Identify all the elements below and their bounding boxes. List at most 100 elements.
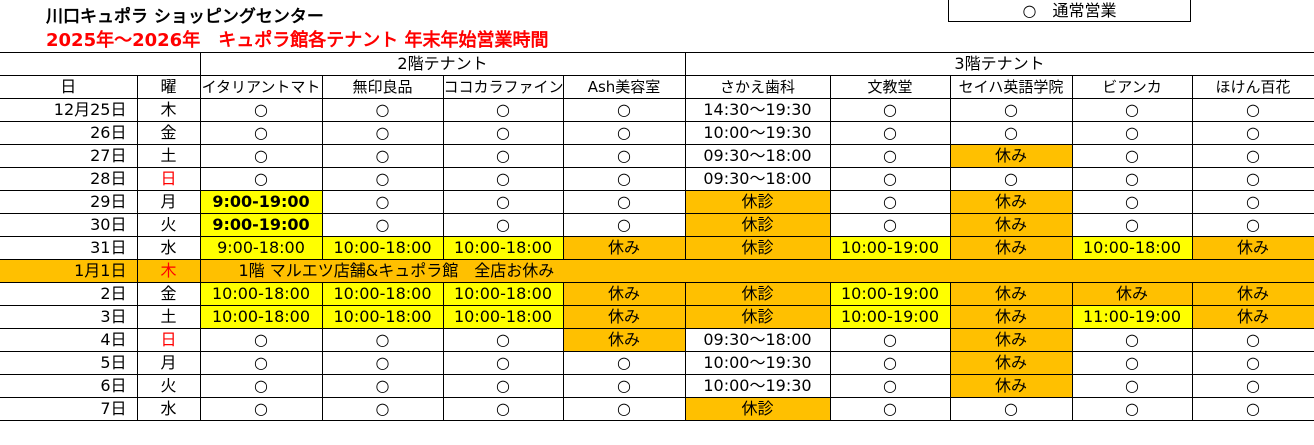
row: 12月25日木 ○ ○ ○ ○ 14:30～19:30 ○ ○ ○ ○ — [0, 98, 1314, 122]
hours-cell: ○ — [1191, 397, 1314, 421]
hours-cell: 休み — [949, 305, 1073, 329]
tenant-header: イタリアントマト — [199, 75, 323, 99]
hours-cell: 09:30～18:00 — [684, 144, 831, 168]
hours-cell: ○ — [321, 328, 444, 352]
hours-cell: ○ — [321, 167, 444, 191]
date: 5日 — [0, 351, 138, 375]
weekday: 土 — [136, 305, 201, 329]
hours-cell: ○ — [442, 397, 564, 421]
header-blank — [0, 52, 201, 76]
hours-cell: ○ — [442, 98, 564, 122]
row: 5日月 ○ ○ ○ ○ 10:00～19:30 ○ 休み ○ ○ — [0, 351, 1314, 375]
hours-cell: ○ — [829, 98, 951, 122]
hours-cell: 休み — [562, 305, 686, 329]
hours-cell: ○ — [1191, 144, 1314, 168]
hours-cell: ○ — [321, 397, 444, 421]
hours-cell: ○ — [1071, 144, 1193, 168]
hours-cell: 休診 — [684, 213, 831, 237]
hours-cell: 休み — [562, 328, 686, 352]
hours-cell: 10:00-18:00 — [199, 282, 323, 306]
date: 1月1日 — [0, 259, 138, 283]
row: 27日土 ○ ○ ○ ○ 09:30～18:00 ○ 休み ○ ○ — [0, 144, 1314, 168]
row: 1月1日木 1階 マルエツ店舗&キュポラ館 全店お休み — [0, 259, 1314, 283]
hours-cell: ○ — [1191, 213, 1314, 237]
hours-cell: ○ — [829, 397, 951, 421]
hours-cell: ○ — [562, 167, 686, 191]
hours-cell: 11:00-19:00 — [1071, 305, 1193, 329]
hours-cell: ○ — [199, 374, 323, 398]
hours-cell: 10:00～19:30 — [684, 121, 831, 145]
hours-cell: ○ — [321, 144, 444, 168]
hours-cell: ○ — [442, 351, 564, 375]
hours-cell: ○ — [321, 190, 444, 214]
hours-cell: 9:00-18:00 — [199, 236, 323, 260]
hours-cell: ○ — [1191, 328, 1314, 352]
date: 7日 — [0, 397, 138, 421]
header-row: 日曜イタリアントマト 無印良品 ココカラファイン Ash美容室 さかえ歯科 文教堂 セイハ英… — [0, 75, 1314, 99]
hours-cell: 休み — [949, 351, 1073, 375]
hours-cell: ○ — [562, 213, 686, 237]
hours-cell: ○ — [321, 121, 444, 145]
hours-cell: ○ — [1071, 190, 1193, 214]
hours-cell: ○ — [442, 190, 564, 214]
hours-cell: ○ — [442, 328, 564, 352]
tenant-header: セイハ英語学院 — [949, 75, 1073, 99]
subtitle: 2025年～2026年 キュポラ館各テナント 年末年始営業時間 — [46, 30, 549, 51]
hours-cell: ○ — [199, 144, 323, 168]
header-row: 2階テナント 3階テナント — [0, 52, 1314, 76]
table-body: 2階テナント 3階テナント日曜イタリアントマト 無印良品 ココカラファイン Ash美容室… — [0, 52, 1314, 421]
hours-cell: ○ — [829, 167, 951, 191]
hours-cell: ○ — [321, 351, 444, 375]
row: 29日月 9:00-19:00 ○ ○ ○ 休診 ○ 休み ○ ○ — [0, 190, 1314, 214]
hours-cell: ○ — [949, 121, 1073, 145]
date: 31日 — [0, 236, 138, 260]
hours-cell: 休診 — [684, 397, 831, 421]
hours-cell: 10:00-18:00 — [321, 236, 444, 260]
row: 30日火 9:00-19:00 ○ ○ ○ 休診 ○ 休み ○ ○ — [0, 213, 1314, 237]
date: 4日 — [0, 328, 138, 352]
tenant-header: 文教堂 — [829, 75, 951, 99]
hours-cell: ○ — [562, 351, 686, 375]
hours-cell: 10:00-18:00 — [199, 305, 323, 329]
hours-cell: 10:00-18:00 — [321, 305, 444, 329]
row: 28日日 ○ ○ ○ ○ 09:30～18:00 ○ ○ ○ ○ — [0, 167, 1314, 191]
hours-cell: ○ — [199, 351, 323, 375]
hours-cell: ○ — [321, 213, 444, 237]
weekday: 金 — [136, 121, 201, 145]
hours-cell: ○ — [442, 167, 564, 191]
hours-cell: ○ — [199, 167, 323, 191]
hours-cell: 休み — [949, 190, 1073, 214]
date: 2日 — [0, 282, 138, 306]
title: 川口キュポラ ショッピングセンター — [46, 7, 324, 27]
hours-cell: ○ — [562, 397, 686, 421]
hours-cell: 休み — [949, 282, 1073, 306]
hours-cell: ○ — [321, 98, 444, 122]
date: 28日 — [0, 167, 138, 191]
hours-cell: 10:00-18:00 — [321, 282, 444, 306]
hours-cell: 休み — [949, 328, 1073, 352]
hours-cell: ○ — [829, 213, 951, 237]
hours-table: 2階テナント 3階テナント日曜イタリアントマト 無印良品 ココカラファイン Ash美容室… — [0, 52, 1314, 421]
tenant-header: ビアンカ — [1071, 75, 1193, 99]
hours-cell: ○ — [442, 144, 564, 168]
legend: ○ 通常営業 — [948, 0, 1191, 22]
hours-cell: ○ — [442, 374, 564, 398]
hours-cell: 休み — [1191, 305, 1314, 329]
hours-cell: 休診 — [684, 282, 831, 306]
date: 30日 — [0, 213, 138, 237]
note: 1階 マルエツ店舗&キュポラ館 全店お休み — [199, 259, 1314, 283]
hours-cell: ○ — [829, 374, 951, 398]
hours-cell: ○ — [1071, 98, 1193, 122]
tenant-header: ココカラファイン — [442, 75, 564, 99]
hours-cell: ○ — [199, 397, 323, 421]
hours-cell: 休み — [1071, 282, 1193, 306]
hours-cell: ○ — [562, 121, 686, 145]
tenant-header: ほけん百花 — [1191, 75, 1314, 99]
hours-cell: 09:30～18:00 — [684, 328, 831, 352]
hours-cell: 14:30～19:30 — [684, 98, 831, 122]
date: 29日 — [0, 190, 138, 214]
date: 3日 — [0, 305, 138, 329]
hours-cell: 休み — [949, 236, 1073, 260]
hours-cell: 9:00-19:00 — [199, 190, 323, 214]
row: 4日日 ○ ○ ○ 休み 09:30～18:00 ○ 休み ○ ○ — [0, 328, 1314, 352]
